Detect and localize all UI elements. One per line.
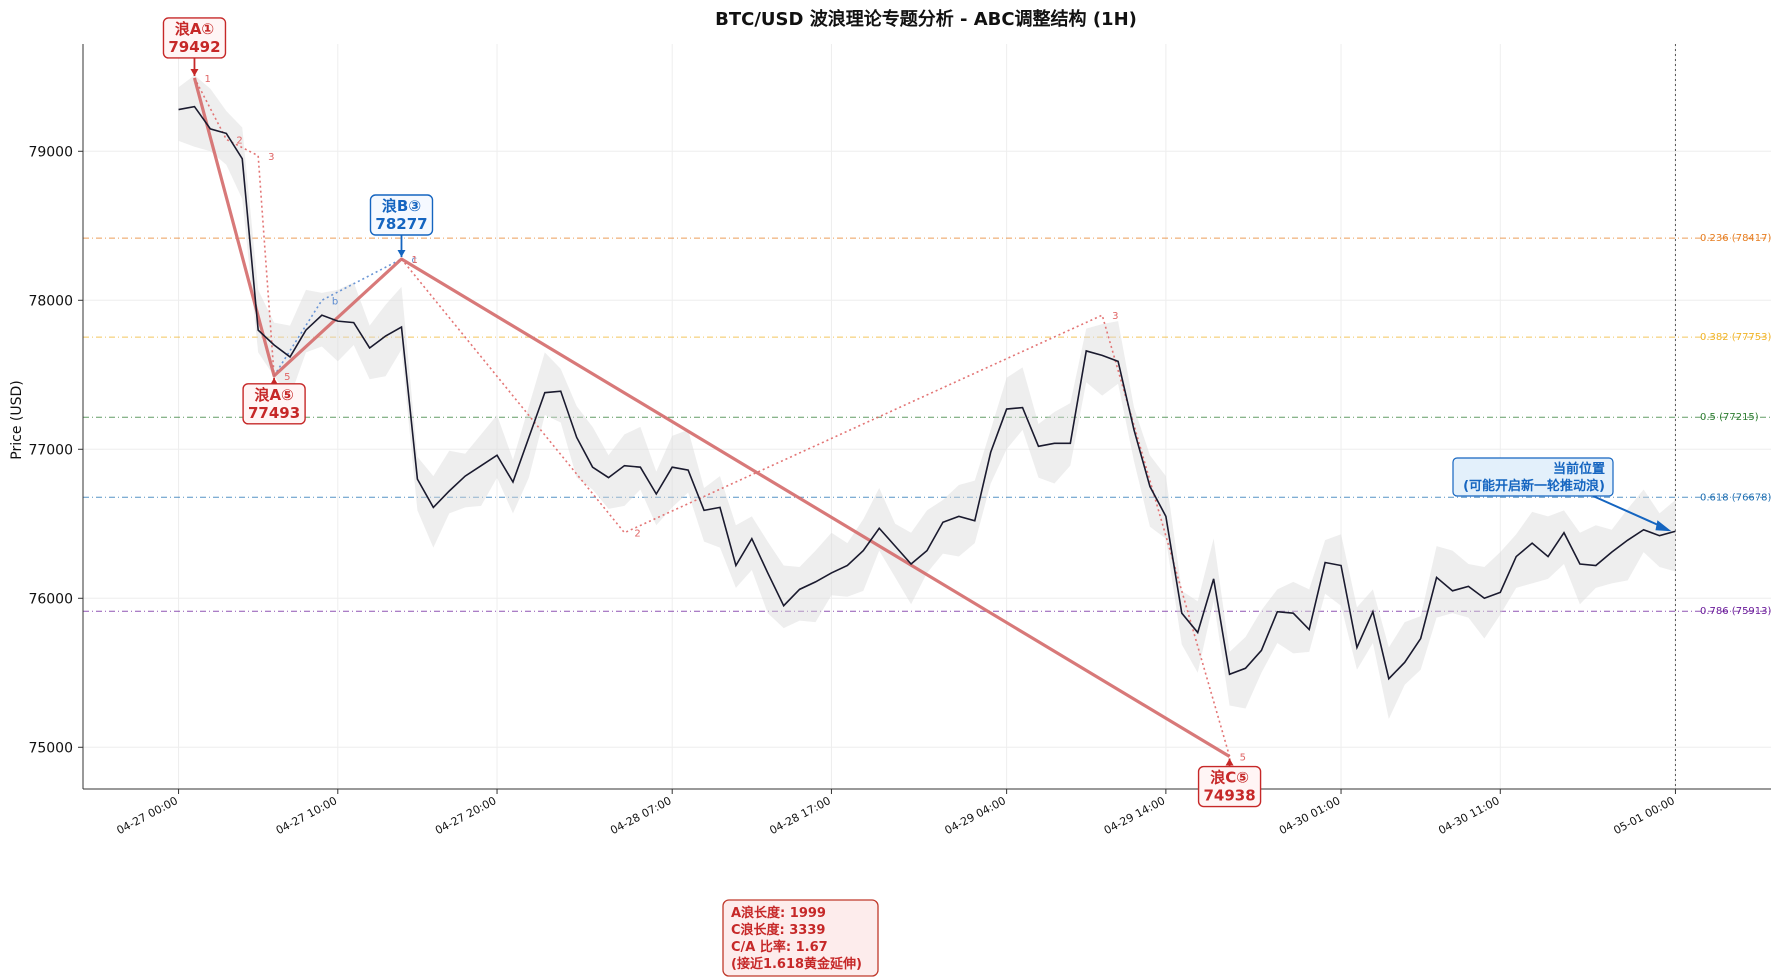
callout-price-label: 77493 [248,404,300,422]
y-tick-label: 76000 [28,591,73,607]
callout-box [369,194,434,236]
sub-wave-number: 2 [236,135,242,146]
price-band [178,75,1676,719]
current-position-box [1452,457,1614,497]
callout-price-label: 74938 [1203,787,1255,805]
sub-wave-number: 3 [268,152,274,163]
x-tick-label: 04-30 01:00 [1277,794,1342,837]
callout-box [1197,765,1262,808]
stats-line: C/A 比率: 1.67 [731,939,828,955]
fib-level-label: 0.786 (75913) [1700,606,1772,617]
price-range-band [178,75,1676,719]
callout-wave-label: 浪A① [175,20,214,38]
abc-structure [192,77,1231,758]
grid [83,44,1771,789]
x-tick-label: 04-30 11:00 [1436,794,1501,837]
fib-level-label: 0.382 (77753) [1700,332,1772,343]
y-axis-label: Price (USD) [9,380,25,459]
sub-wave-number: 5 [284,372,290,383]
axes: 75000 76000 77000 78000 79000 04-27 00:00 04-2… [28,44,1771,837]
price-series [178,105,1676,681]
x-tick-label: 04-29 04:00 [943,794,1008,837]
y-tick-label: 75000 [28,740,73,756]
sub-wave-number: c [411,255,417,266]
callout-wave-label: 浪A⑤ [254,386,293,404]
sub-wave-number: 5 [1240,753,1246,764]
callout-arrowhead [397,250,406,258]
sub-wave-number: 2 [634,529,640,540]
sub-wave-number: 1 [411,255,417,266]
current-position-callout: 当前位置(可能开启新一轮推动浪) [1452,457,1672,532]
callout-wave-label: 浪B③ [382,197,421,215]
callout-price-label: 79492 [168,38,220,56]
callout-arrowhead [1225,758,1234,766]
callout-price-label: 78277 [375,215,427,233]
current-position-subtitle: (可能开启新一轮推动浪) [1463,478,1605,494]
fib-level-label: 0.236 (78417) [1700,233,1772,244]
sub-wave-path [193,77,275,376]
callout-box [242,383,306,425]
sub-wave-number: 1 [204,74,210,85]
sub-wave-path [400,258,1231,757]
callout-wave-label: 浪C⑤ [1210,769,1249,787]
stats-line: (接近1.618黄金延伸) [731,956,862,972]
x-tick-label: 04-27 10:00 [274,794,339,837]
callout-box [162,17,227,59]
y-tick-label: 79000 [28,144,73,160]
sub-wave-number: 3 [1112,311,1118,322]
fib-level-label: 0.618 (76678) [1700,492,1772,503]
x-tick-label: 05-01 00:00 [1611,794,1676,837]
y-tick-label: 77000 [28,442,73,458]
x-tick-label: 04-28 17:00 [767,794,832,837]
callout-arrowhead [190,68,199,76]
y-tick-label: 78000 [28,293,73,309]
chart-title: BTC/USD 波浪理论专题分析 - ABC调整结构 (1H) [715,8,1137,30]
stats-line: A浪长度: 1999 [731,905,826,921]
stats-line: C浪长度: 3339 [731,922,825,938]
callout-arrowhead [270,377,279,385]
x-tick-label: 04-28 07:00 [608,794,673,837]
x-tick-label: 04-27 00:00 [115,794,180,837]
abc-wave-line [192,77,1231,758]
current-position-arrow [1592,495,1666,530]
stats-box-frame [722,899,879,977]
sub-wave-number: b [332,296,338,307]
x-tick-label: 04-29 14:00 [1102,794,1167,837]
current-position-arrowhead [1655,520,1672,532]
price-line [178,105,1676,681]
fibonacci-levels: 0.236 (78417) 0.382 (77753) 0.5 (77215) 0.6… [83,44,1772,789]
x-tick-label: 04-27 20:00 [433,794,498,837]
fib-level-label: 0.5 (77215) [1700,412,1759,423]
current-position-title: 当前位置 [1553,461,1605,477]
